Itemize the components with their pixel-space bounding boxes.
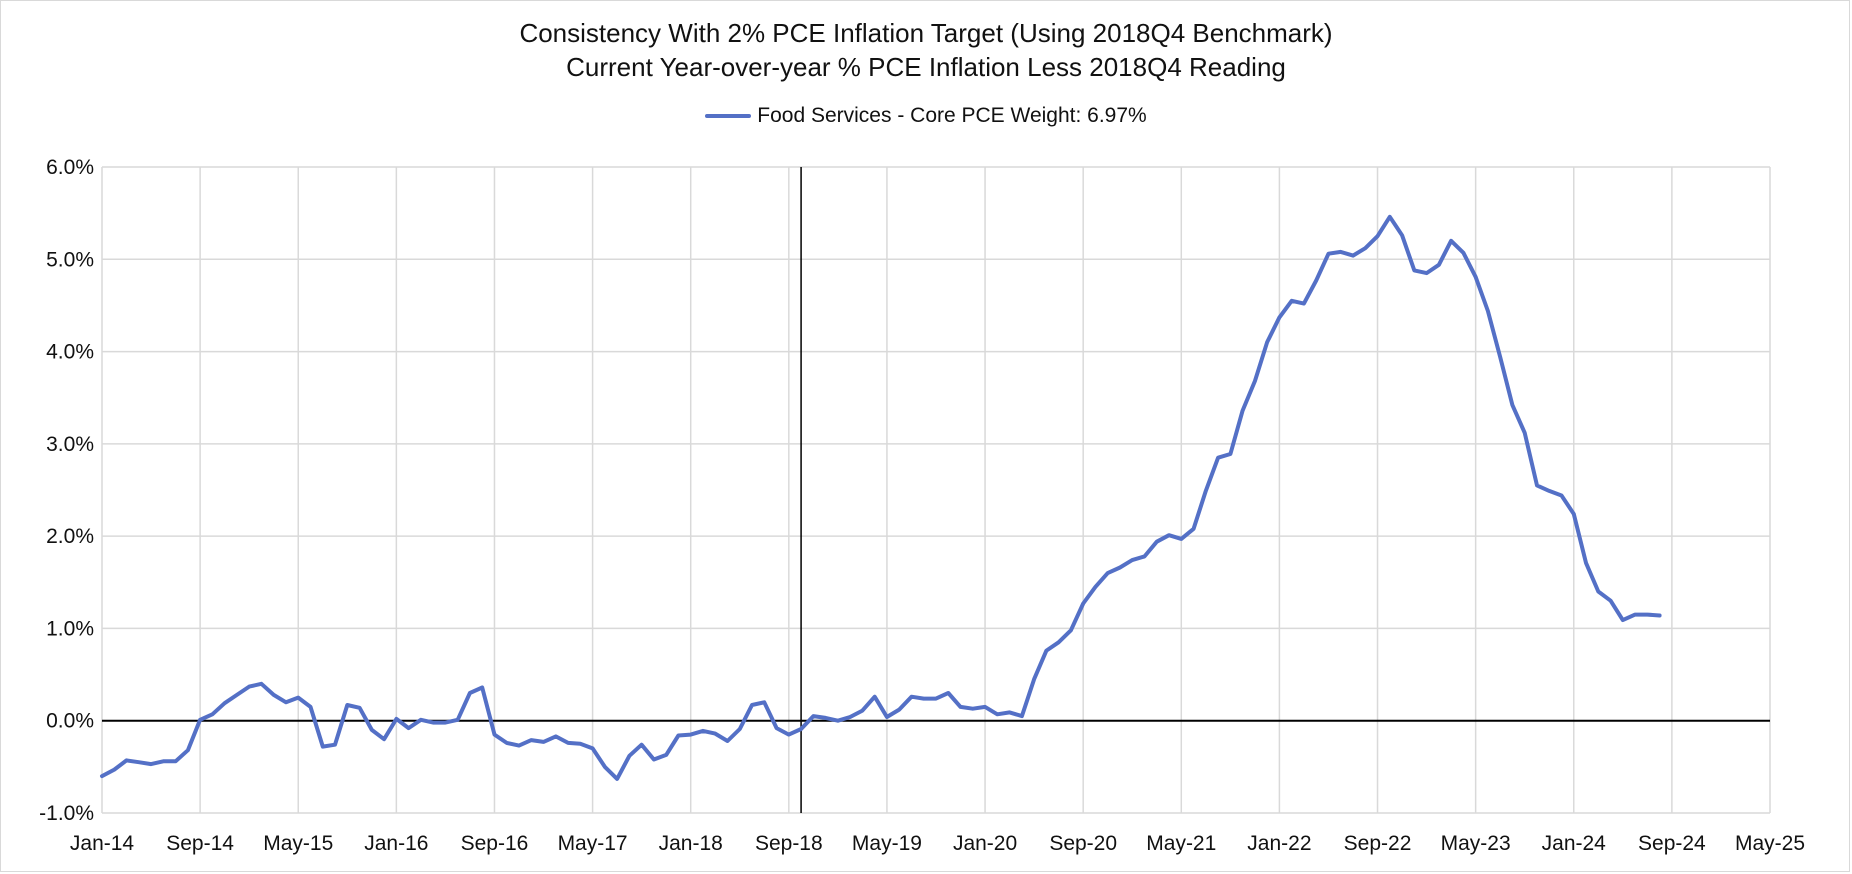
x-tick-label: Sep-24 <box>1638 832 1706 855</box>
chart-subtitle: Current Year-over-year % PCE Inflation L… <box>566 52 1286 82</box>
series-line-food-services <box>100 214 1662 781</box>
x-tick-label: Jan-16 <box>364 832 428 855</box>
x-tick-label: Jan-22 <box>1247 832 1311 855</box>
y-tick-label: 1.0% <box>46 617 94 640</box>
legend-swatch <box>705 114 752 118</box>
y-tick-label: 3.0% <box>46 433 94 456</box>
y-tick-label: 2.0% <box>46 525 94 548</box>
x-tick-label: May-21 <box>1146 832 1216 855</box>
legend-label: Food Services - Core PCE Weight: 6.97% <box>757 104 1147 127</box>
chart-title: Consistency With 2% PCE Inflation Target… <box>519 18 1333 48</box>
x-tick-label: Sep-16 <box>461 832 529 855</box>
y-tick-label: -1.0% <box>39 802 94 825</box>
x-tick-label: Sep-18 <box>755 832 823 855</box>
x-tick-label: Jan-18 <box>659 832 723 855</box>
x-tick-label: Sep-20 <box>1049 832 1117 855</box>
x-tick-label: May-19 <box>852 832 922 855</box>
x-tick-label: May-15 <box>263 832 333 855</box>
y-tick-label: 6.0% <box>46 156 94 179</box>
x-tick-label: May-23 <box>1441 832 1511 855</box>
x-tick-label: Jan-14 <box>70 832 135 855</box>
x-tick-label: May-25 <box>1735 832 1805 855</box>
y-tick-label: 4.0% <box>46 341 94 364</box>
x-tick-label: May-17 <box>558 832 628 855</box>
y-tick-label: 0.0% <box>46 710 94 733</box>
x-tick-label: Sep-14 <box>166 832 234 855</box>
x-tick-label: Jan-24 <box>1542 832 1607 855</box>
x-tick-label: Sep-22 <box>1344 832 1412 855</box>
y-tick-label: 5.0% <box>46 248 94 271</box>
chart-legend: Food Services - Core PCE Weight: 6.97% <box>0 104 1852 128</box>
x-tick-label: Jan-20 <box>953 832 1017 855</box>
